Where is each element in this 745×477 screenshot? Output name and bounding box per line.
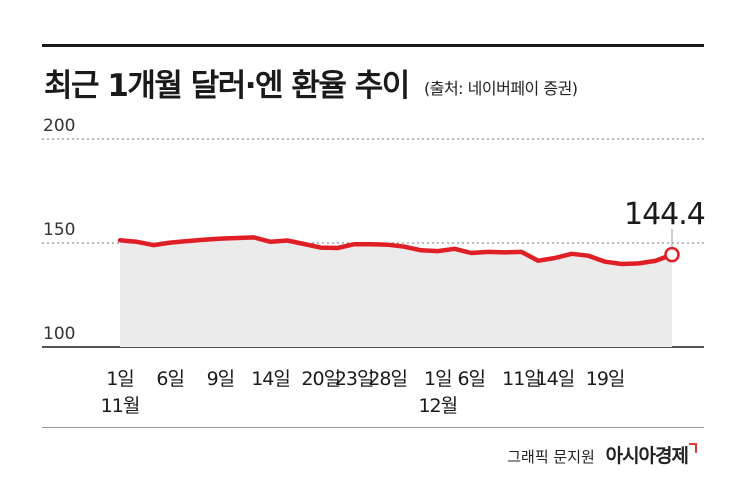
x-tick-label: 28일 bbox=[368, 368, 407, 390]
x-tick-label: 6일 bbox=[457, 368, 485, 390]
footer-rule bbox=[42, 427, 704, 428]
x-tick-label: 14일 bbox=[536, 368, 575, 390]
last-value-label: 144.4 bbox=[624, 197, 705, 232]
last-point-marker bbox=[664, 246, 680, 263]
x-tick-label: 6일 bbox=[156, 368, 184, 390]
area-layer bbox=[120, 237, 672, 347]
x-tick-label: 1일 bbox=[424, 368, 452, 390]
graphic-credit: 그래픽 문지원 bbox=[507, 448, 595, 466]
x-tick-label: 23일 bbox=[335, 368, 374, 390]
area-fill bbox=[120, 237, 672, 347]
line-layer bbox=[117, 229, 680, 267]
x-tick-label: 19일 bbox=[586, 368, 625, 390]
month-label: 12월 bbox=[418, 395, 457, 417]
x-tick-label: 14일 bbox=[251, 368, 290, 390]
y-tick-label: 150 bbox=[43, 220, 75, 240]
source-note: (출처: 네이버페이 증권) bbox=[424, 79, 578, 98]
month-label: 11월 bbox=[101, 395, 140, 417]
x-tick-label: 11일 bbox=[502, 368, 541, 390]
top-rule bbox=[42, 44, 704, 47]
x-tick-label: 20일 bbox=[301, 368, 340, 390]
logo-mark-icon bbox=[689, 443, 697, 453]
y-tick-label: 200 bbox=[43, 116, 75, 136]
chart-title: 최근 1개월 달러·엔 환율 추이 bbox=[44, 68, 410, 104]
series-line bbox=[117, 235, 675, 267]
x-tick-label: 9일 bbox=[207, 368, 235, 390]
y-tick-label: 100 bbox=[43, 324, 75, 344]
credit-line: 그래픽 문지원 아시아경제 bbox=[507, 441, 697, 468]
x-tick-label: 1일 bbox=[106, 368, 134, 390]
publisher-logo: 아시아경제 bbox=[605, 445, 689, 467]
